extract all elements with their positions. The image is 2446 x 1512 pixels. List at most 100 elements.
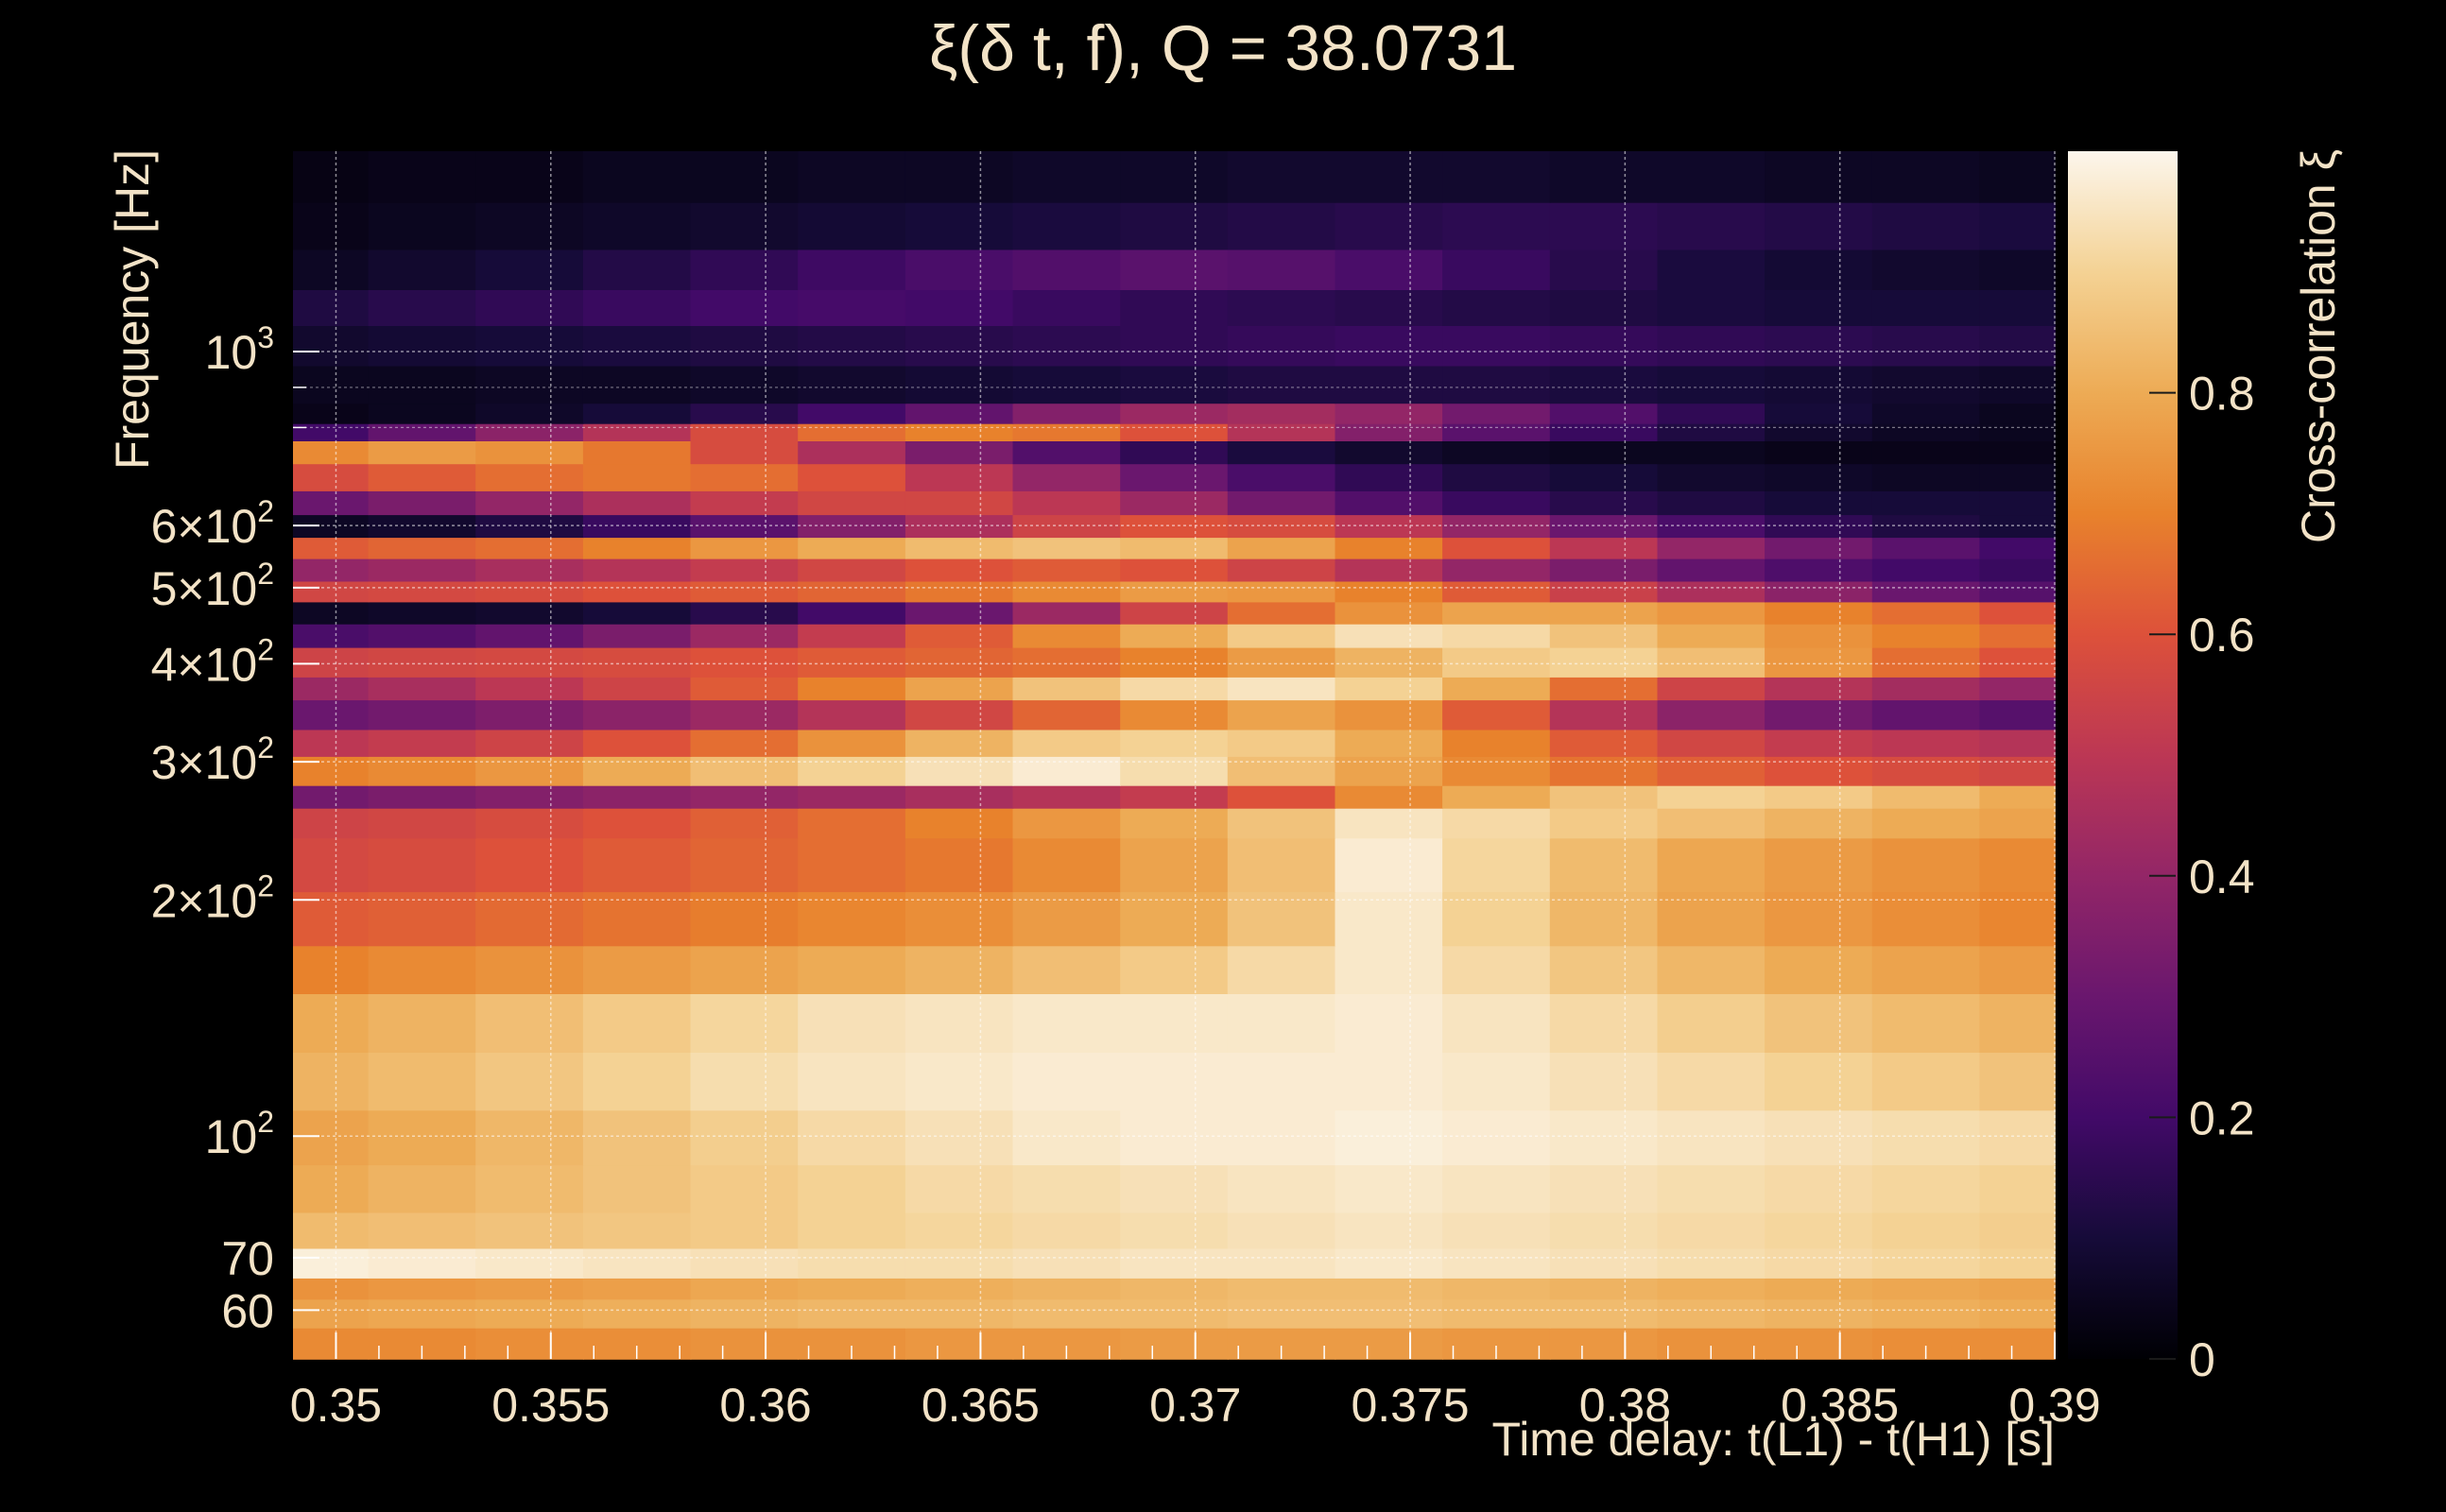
heatmap-cell (1227, 201, 1336, 250)
heatmap-cell (1335, 784, 1443, 809)
heatmap-cell (904, 1164, 1014, 1213)
heatmap-cell (368, 1298, 477, 1329)
heatmap-cell (1765, 201, 1873, 250)
heatmap-cell (1120, 1164, 1229, 1213)
heatmap-cell (1335, 201, 1443, 250)
y-tick-label: 2×102 (151, 868, 274, 927)
x-tick-label: 0.39 (2008, 1379, 2100, 1432)
heatmap-cell (1765, 151, 1873, 203)
heatmap-cell (1765, 601, 1873, 625)
heatmap-cell (1871, 993, 1981, 1053)
heatmap-cell (475, 1278, 584, 1300)
heatmap-cell (293, 756, 370, 786)
heatmap-cell (798, 993, 906, 1053)
heatmap-cell (798, 1211, 906, 1249)
heatmap-cell (1979, 201, 2056, 250)
heatmap-cell (1765, 993, 1873, 1053)
heatmap-cell (904, 623, 1014, 648)
heatmap-cell (904, 1278, 1014, 1300)
heatmap-cell (1549, 537, 1659, 559)
heatmap-cell (1979, 422, 2056, 441)
heatmap-cell (1657, 756, 1766, 786)
heatmap-cell (1120, 490, 1229, 516)
heatmap-cell (1765, 1052, 1873, 1111)
heatmap-cell (798, 729, 906, 757)
heatmap-cell (1765, 729, 1873, 757)
heatmap-cell (1442, 1278, 1551, 1300)
heatmap-cell (1442, 729, 1551, 757)
heatmap-cell (1549, 646, 1659, 678)
heatmap-cell (1979, 365, 2056, 404)
heatmap-cell (1765, 403, 1873, 424)
heatmap-cell (1657, 580, 1766, 603)
heatmap-cell (475, 580, 584, 603)
heatmap-cell (1871, 945, 1981, 994)
heatmap-cell (1549, 558, 1659, 582)
heatmap-cell (475, 1109, 584, 1166)
heatmap-cell (1549, 151, 1659, 203)
heatmap-cell (1442, 1298, 1551, 1329)
heatmap-cell (1227, 1247, 1336, 1279)
heatmap-cell (904, 289, 1014, 326)
heatmap-cell (1012, 891, 1121, 947)
heatmap-cell (1012, 756, 1121, 786)
heatmap-cell (904, 403, 1014, 424)
heatmap-cell (368, 422, 477, 441)
heatmap-cell (1012, 646, 1121, 678)
heatmap-cell (1979, 151, 2056, 203)
heatmap-cell (798, 1278, 906, 1300)
heatmap-cell (1335, 623, 1443, 648)
heatmap-cell (475, 558, 584, 582)
heatmap-cell (1657, 403, 1766, 424)
heatmap-cell (475, 289, 584, 326)
heatmap-cell (798, 1052, 906, 1111)
heatmap-cell (1335, 490, 1443, 516)
heatmap-cell (1012, 422, 1121, 441)
heatmap-cell (582, 1109, 692, 1166)
heatmap-cell (1227, 993, 1336, 1053)
heatmap-cell (582, 537, 692, 559)
x-tick-label: 0.38 (1579, 1379, 1671, 1432)
heatmap-cell (1549, 1164, 1659, 1213)
heatmap-cell (475, 151, 584, 203)
heatmap-cell (1120, 891, 1229, 947)
heatmap-cell (1335, 646, 1443, 678)
heatmap-cell (690, 580, 799, 603)
heatmap-cell (690, 440, 799, 465)
heatmap-cell (690, 558, 799, 582)
heatmap-cell (1012, 1298, 1121, 1329)
heatmap-cell (582, 699, 692, 730)
heatmap-cell (368, 1052, 477, 1111)
heatmap-cell (1227, 699, 1336, 730)
heatmap-cell (904, 1109, 1014, 1166)
heatmap-cell (582, 677, 692, 701)
heatmap-cell (1120, 1109, 1229, 1166)
heatmap-cell (1765, 558, 1873, 582)
heatmap-cell (1442, 580, 1551, 603)
heatmap-cell (1335, 1109, 1443, 1166)
heatmap-cell (293, 1298, 370, 1329)
heatmap-cell (904, 891, 1014, 947)
heatmap-cell (475, 1298, 584, 1329)
heatmap-cell (1657, 677, 1766, 701)
heatmap-cell (1227, 623, 1336, 648)
heatmap-cell (1442, 623, 1551, 648)
heatmap-cell (690, 490, 799, 516)
heatmap-cell (1657, 1211, 1766, 1249)
heatmap-cell (582, 1211, 692, 1249)
heatmap-cell (1657, 558, 1766, 582)
heatmap-cell (1549, 784, 1659, 809)
heatmap-cell (1227, 403, 1336, 424)
heatmap-cell (582, 580, 692, 603)
heatmap-cell (1871, 580, 1981, 603)
heatmap-cell (582, 601, 692, 625)
heatmap-cell (1442, 1247, 1551, 1279)
heatmap-cell (1765, 580, 1873, 603)
heatmap-cell (1120, 1327, 1229, 1360)
heatmap-cell (1871, 403, 1981, 424)
heatmap-cell (690, 993, 799, 1053)
x-tick-label: 0.355 (491, 1379, 610, 1432)
heatmap-cell (1549, 993, 1659, 1053)
heatmap-cell (1979, 993, 2056, 1053)
